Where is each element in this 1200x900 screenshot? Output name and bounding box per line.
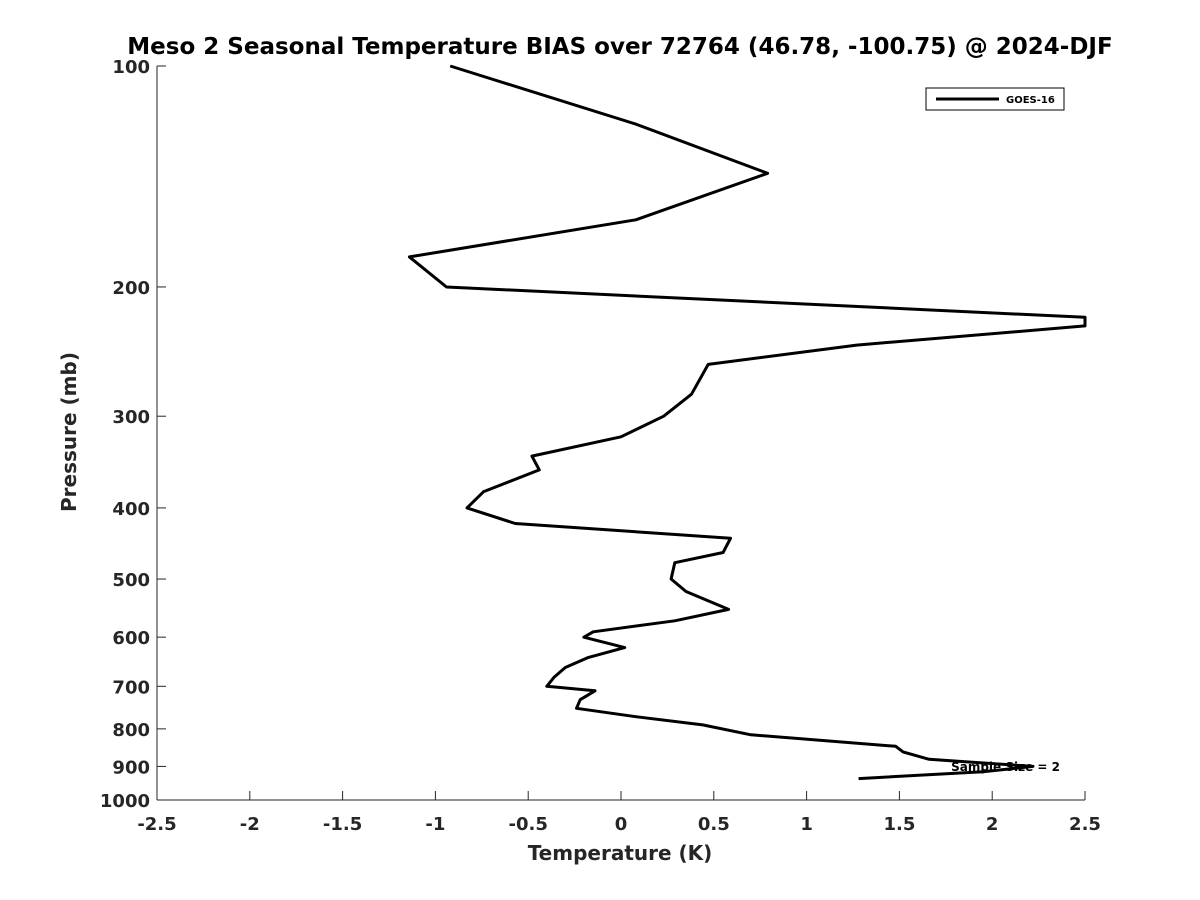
y-tick-label: 1000 — [100, 791, 150, 812]
series-layer — [407, 64, 1087, 781]
x-tick-label: 1 — [800, 814, 813, 835]
x-tick-label: 1.5 — [883, 814, 915, 835]
y-tick-label: 300 — [112, 407, 150, 428]
y-tick-label: 500 — [112, 570, 150, 591]
y-tick-label: 200 — [112, 278, 150, 299]
y-tick-label: 800 — [112, 720, 150, 741]
chart-title: Meso 2 Seasonal Temperature BIAS over 72… — [127, 34, 1112, 60]
y-tick-label: 600 — [112, 628, 150, 649]
x-tick-label: -1 — [425, 814, 445, 835]
y-tick-label: 400 — [112, 499, 150, 520]
y-axis-label: Pressure (mb) — [57, 352, 81, 512]
y-axis-ticks: 100 200 300 400 500 600 700 800 900 1000 — [100, 57, 166, 812]
series-line-goes-16 — [407, 64, 1087, 781]
x-tick-label: 0.5 — [698, 814, 730, 835]
legend-label-goes-16: GOES-16 — [1006, 95, 1055, 106]
x-tick-label: -2.5 — [137, 814, 176, 835]
x-axis-ticks: -2.5 -2 -1.5 -1 -0.5 0 0.5 1 1.5 2 2.5 — [137, 791, 1101, 835]
axes — [156, 66, 1085, 801]
sample-size-annotation: Sample Size = 2 — [951, 760, 1060, 774]
y-tick-label: 100 — [112, 57, 150, 78]
x-axis-label: Temperature (K) — [528, 841, 713, 865]
x-tick-label: -2 — [240, 814, 260, 835]
x-tick-label: 2 — [986, 814, 999, 835]
x-tick-label: -1.5 — [323, 814, 362, 835]
legend[interactable]: GOES-16 — [925, 87, 1065, 111]
x-tick-label: 2.5 — [1069, 814, 1101, 835]
x-tick-label: -0.5 — [509, 814, 548, 835]
y-tick-label: 900 — [112, 757, 150, 778]
x-tick-label: 0 — [615, 814, 628, 835]
y-tick-label: 700 — [112, 677, 150, 698]
